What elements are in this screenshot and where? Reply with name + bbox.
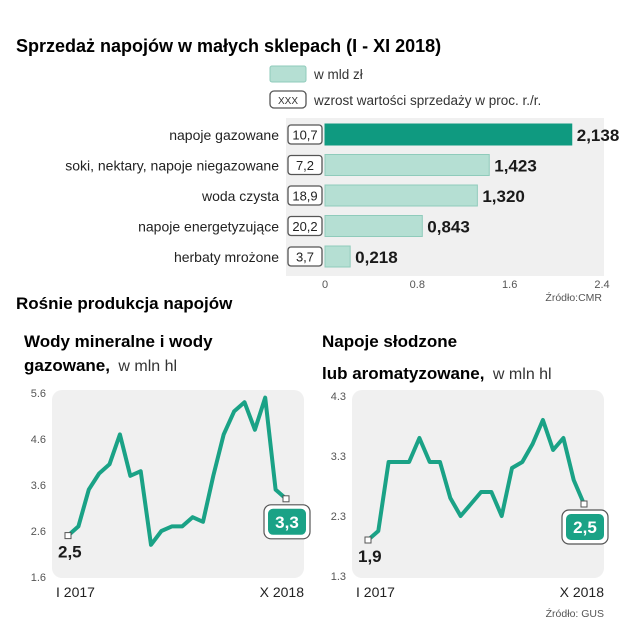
y-tick-label: 4.3 bbox=[331, 391, 346, 403]
start-value-label: 2,5 bbox=[58, 543, 82, 562]
growth-box bbox=[287, 154, 323, 176]
bar-value-label: 0,218 bbox=[355, 248, 398, 267]
legend-growth-box bbox=[269, 90, 307, 109]
bar-value-label: 2,138 bbox=[577, 126, 620, 145]
legend-swatch bbox=[269, 65, 307, 83]
x-tick-label: 0 bbox=[322, 279, 328, 291]
line-chart-panel bbox=[352, 390, 604, 578]
x-tick-label: 1.6 bbox=[502, 279, 517, 291]
end-badge bbox=[566, 514, 604, 540]
growth-label: 20,2 bbox=[292, 219, 317, 234]
bar-chart-legend: w mld zł XXX wzrost wartości sprzedaży w… bbox=[269, 65, 541, 109]
line1-title: Wody mineralne i wody gazowane, w mln hl bbox=[24, 332, 217, 375]
bar-category-label: napoje gazowane bbox=[169, 127, 279, 143]
bar-chart: napoje gazowane 10,7 2,138 soki, nektary, n… bbox=[65, 118, 619, 304]
end-badge bbox=[268, 508, 306, 535]
end-point bbox=[580, 500, 588, 508]
bar-category-label: herbaty mrożone bbox=[174, 249, 279, 265]
y-tick-label: 5.6 bbox=[31, 388, 46, 400]
bar bbox=[324, 215, 423, 237]
bar bbox=[324, 184, 478, 207]
bar-chart-source: Źródło:CMR bbox=[545, 291, 602, 304]
section2-title: Rośnie produkcja napojów bbox=[16, 294, 233, 313]
y-tick-label: 3.3 bbox=[331, 451, 346, 463]
x-tick-label: 0.8 bbox=[410, 279, 425, 291]
bar-category-label: napoje energetyzujące bbox=[138, 219, 279, 235]
y-tick-label: 3.6 bbox=[31, 480, 46, 492]
growth-box bbox=[287, 215, 323, 237]
bar bbox=[324, 154, 490, 176]
growth-box bbox=[287, 246, 323, 267]
start-point bbox=[364, 536, 372, 544]
bar-value-label: 1,320 bbox=[482, 187, 525, 206]
y-tick-label: 2.6 bbox=[31, 526, 46, 538]
growth-label: 10,7 bbox=[292, 128, 317, 143]
legend-growth-symbol: XXX bbox=[278, 96, 298, 107]
growth-label: 3,7 bbox=[296, 250, 314, 265]
x-first-label: I 2017 bbox=[356, 584, 395, 600]
growth-label: 7,2 bbox=[296, 158, 314, 173]
bar bbox=[324, 245, 351, 268]
bar-value-label: 1,423 bbox=[494, 157, 537, 176]
end-value-label: 3,3 bbox=[275, 513, 299, 532]
series-line bbox=[66, 395, 288, 547]
bar bbox=[324, 123, 573, 146]
x-last-label: X 2018 bbox=[260, 584, 305, 600]
line2-title: Napoje słodzone lub aromatyzowane, w mln… bbox=[322, 332, 552, 383]
start-value-label: 1,9 bbox=[358, 547, 382, 566]
x-last-label: X 2018 bbox=[560, 584, 605, 600]
start-point bbox=[64, 532, 72, 540]
x-first-label: I 2017 bbox=[56, 584, 95, 600]
legend-growth-label: wzrost wartości sprzedaży w proc. r./r. bbox=[313, 93, 541, 108]
line-chart-sweetened: Napoje słodzone lub aromatyzowane, w mln… bbox=[322, 332, 609, 620]
growth-box bbox=[287, 124, 323, 145]
growth-label: 18,9 bbox=[292, 189, 317, 204]
line-chart-source: Źródło: GUS bbox=[546, 607, 604, 620]
end-value-label: 2,5 bbox=[573, 518, 597, 537]
bar-category-label: woda czysta bbox=[201, 188, 279, 204]
series-line bbox=[366, 418, 586, 542]
x-tick-label: 2.4 bbox=[594, 279, 609, 291]
y-tick-label: 2.3 bbox=[331, 511, 346, 523]
line-chart-panel bbox=[52, 390, 304, 578]
growth-box bbox=[287, 185, 323, 206]
end-point bbox=[282, 495, 290, 503]
bar-chart-title: Sprzedaż napojów w małych sklepach (I - … bbox=[16, 36, 441, 56]
y-tick-label: 1.6 bbox=[31, 572, 46, 584]
y-tick-label: 1.3 bbox=[331, 571, 346, 583]
bar-value-label: 0,843 bbox=[427, 218, 470, 237]
bar-category-label: soki, nektary, napoje niegazowane bbox=[65, 158, 279, 174]
legend-value-label: w mld zł bbox=[313, 67, 363, 82]
y-tick-label: 4.6 bbox=[31, 434, 46, 446]
line-chart-water: Wody mineralne i wody gazowane, w mln hl… bbox=[24, 332, 311, 600]
